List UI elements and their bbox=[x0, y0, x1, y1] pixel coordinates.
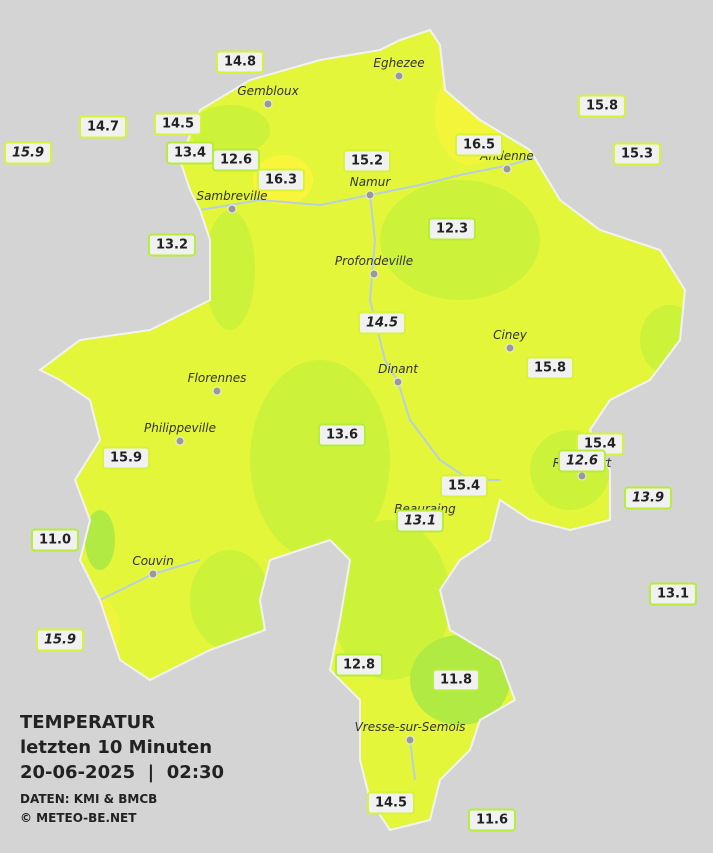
town-dot bbox=[263, 99, 273, 109]
station-temp: 14.5 bbox=[357, 311, 407, 335]
station-temp: 16.3 bbox=[256, 168, 306, 192]
town-name: Sambreville bbox=[196, 189, 268, 203]
station-temp: 16.5 bbox=[454, 133, 504, 157]
station-temp: 11.0 bbox=[30, 528, 80, 552]
town-dot bbox=[502, 164, 512, 174]
station-temp: 13.1 bbox=[648, 582, 698, 606]
town-name: Couvin bbox=[132, 554, 174, 568]
town-name: Philippeville bbox=[144, 421, 216, 435]
station-temp: 15.8 bbox=[577, 94, 627, 118]
town-name: Ciney bbox=[493, 328, 527, 342]
town-dot bbox=[394, 71, 404, 81]
station-temp: 15.8 bbox=[525, 356, 575, 380]
station-temp: 13.1 bbox=[395, 509, 445, 533]
copyright: © METEO-BE.NET bbox=[20, 811, 137, 825]
station-temp: 11.8 bbox=[431, 668, 481, 692]
station-temp: 14.5 bbox=[153, 112, 203, 136]
station-temp: 13.9 bbox=[623, 486, 673, 510]
title: TEMPERATUR bbox=[20, 712, 156, 733]
subtitle: letzten 10 Minuten bbox=[20, 737, 213, 758]
station-temp: 14.5 bbox=[366, 791, 416, 815]
town-dot bbox=[227, 204, 237, 214]
town-dot bbox=[175, 436, 185, 446]
station-temp: 15.9 bbox=[101, 446, 151, 470]
station-temp: 12.3 bbox=[427, 217, 477, 241]
station-temp: 15.3 bbox=[612, 142, 662, 166]
station-temp: 15.9 bbox=[3, 141, 53, 165]
station-temp: 13.2 bbox=[147, 233, 197, 257]
town-name: Eghezee bbox=[373, 56, 425, 70]
town-dot bbox=[369, 269, 379, 279]
town-dot bbox=[405, 735, 415, 745]
station-temp: 12.8 bbox=[334, 653, 384, 677]
town-dot bbox=[148, 569, 158, 579]
station-temp: 15.9 bbox=[35, 628, 85, 652]
station-temp: 14.8 bbox=[215, 50, 265, 74]
town-dot bbox=[393, 377, 403, 387]
station-temp: 13.4 bbox=[165, 141, 215, 165]
station-temp: 12.6 bbox=[557, 449, 607, 473]
town-dot bbox=[365, 190, 375, 200]
town-dot bbox=[577, 471, 587, 481]
town-dot bbox=[505, 343, 515, 353]
station-temp: 13.6 bbox=[317, 423, 367, 447]
station-temp: 15.4 bbox=[439, 474, 489, 498]
town-name: Vresse-sur-Semois bbox=[354, 720, 466, 734]
station-temp: 14.7 bbox=[78, 115, 128, 139]
town-name: Namur bbox=[349, 175, 391, 189]
station-temp: 12.6 bbox=[211, 148, 261, 172]
source: DATEN: KMI & BMCB bbox=[20, 792, 158, 806]
station-temp: 15.2 bbox=[342, 149, 392, 173]
town-dot bbox=[212, 386, 222, 396]
station-temp: 11.6 bbox=[467, 808, 517, 832]
town-name: Profondeville bbox=[334, 254, 414, 268]
town-name: Florennes bbox=[187, 371, 247, 385]
town-name: Gembloux bbox=[237, 84, 299, 98]
town-name: Dinant bbox=[378, 362, 418, 376]
datetime: 20-06-2025 | 02:30 bbox=[20, 762, 225, 783]
